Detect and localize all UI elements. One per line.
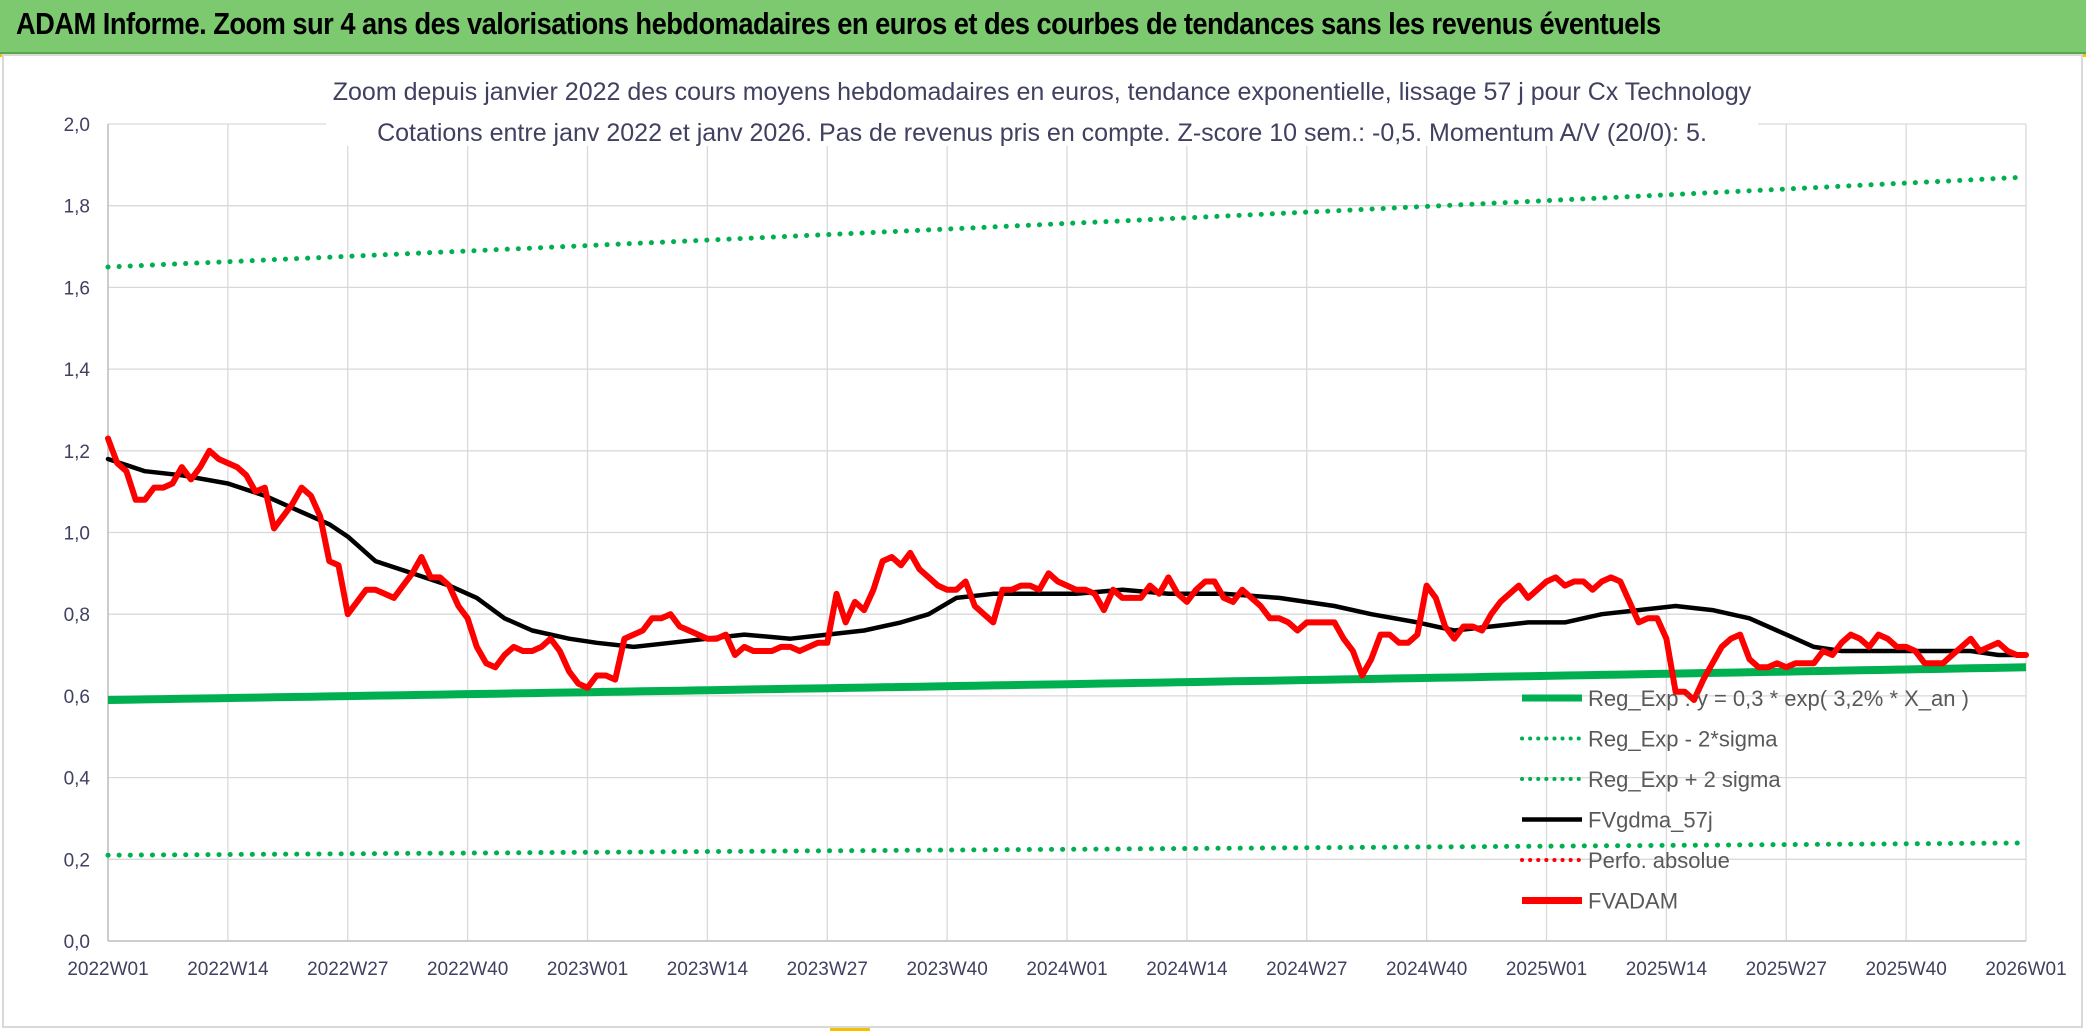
report-banner: ADAM Informe. Zoom sur 4 ans des valoris… xyxy=(0,0,2086,54)
chart-title-group: Zoom depuis janvier 2022 des cours moyen… xyxy=(326,70,1758,147)
y-tick-label: 1,6 xyxy=(64,278,90,299)
legend-label: FVgdma_57j xyxy=(1588,808,1713,833)
fvgdma-57j-line xyxy=(105,456,2029,658)
grid xyxy=(107,123,2027,942)
x-tick-label: 2025W01 xyxy=(1506,959,1587,980)
report-title: ADAM Informe. Zoom sur 4 ans des valoris… xyxy=(16,6,1661,41)
y-tick-label: 1,0 xyxy=(64,524,90,545)
x-tick-label: 2023W40 xyxy=(906,959,987,980)
legend-label: Reg_Exp + 2 sigma xyxy=(1588,767,1781,792)
reg-exp-minus-2sigma-line xyxy=(105,840,2029,858)
y-tick-label: 1,8 xyxy=(64,197,90,218)
legend-label: Reg_Exp - 2*sigma xyxy=(1588,727,1778,752)
x-tick-label: 2024W14 xyxy=(1146,959,1228,980)
chart-area: 0,0 0,2 0,4 0,6 0,8 1,0 1,2 1,4 1,6 1,8 2,0 2022W01… xyxy=(2,54,2083,1028)
legend-label: FVADAM xyxy=(1588,889,1678,914)
x-tick-label: 2024W27 xyxy=(1266,959,1347,980)
x-tick-label: 2025W40 xyxy=(1865,959,1946,980)
x-tick-label: 2024W01 xyxy=(1026,959,1107,980)
y-tick-label: 0,0 xyxy=(64,932,90,953)
x-tick-label: 2022W27 xyxy=(307,959,388,980)
axes: 0,0 0,2 0,4 0,6 0,8 1,0 1,2 1,4 1,6 1,8 2,0 2022W01… xyxy=(64,115,2067,980)
legend-label: Reg_Exp : y = 0,3 * exp( 3,2% * X_an ) xyxy=(1588,686,1969,711)
y-tick-label: 2,0 xyxy=(64,115,90,136)
legend-label: Perfo. absolue xyxy=(1588,848,1730,873)
accent-mark-bottom xyxy=(830,1028,870,1031)
chart-title-line1: Zoom depuis janvier 2022 des cours moyen… xyxy=(333,78,1752,106)
x-tick-label: 2023W14 xyxy=(667,959,749,980)
y-tick-label: 0,6 xyxy=(64,687,90,708)
line-chart: 0,0 0,2 0,4 0,6 0,8 1,0 1,2 1,4 1,6 1,8 2,0 2022W01… xyxy=(64,70,2067,980)
x-tick-label: 2024W40 xyxy=(1386,959,1467,980)
x-tick-label: 2022W01 xyxy=(67,959,148,980)
x-tick-label: 2025W27 xyxy=(1746,959,1827,980)
x-tick-label: 2023W01 xyxy=(547,959,628,980)
y-tick-label: 1,4 xyxy=(64,360,91,381)
fvadam-line xyxy=(105,435,2029,703)
y-tick-label: 0,8 xyxy=(64,605,90,626)
y-tick-label: 1,2 xyxy=(64,442,90,463)
series xyxy=(105,174,2029,858)
x-tick-label: 2026W01 xyxy=(1985,959,2066,980)
y-tick-label: 0,2 xyxy=(64,850,90,871)
x-tick-label: 2022W40 xyxy=(427,959,508,980)
title-background xyxy=(326,70,1758,146)
x-tick-label: 2022W14 xyxy=(187,959,269,980)
legend: Reg_Exp : y = 0,3 * exp( 3,2% * X_an ) Re… xyxy=(1520,686,1969,914)
chart-title-line2: Cotations entre janv 2022 et janv 2026. … xyxy=(377,119,1707,147)
x-tick-label: 2023W27 xyxy=(787,959,868,980)
x-tick-label: 2025W14 xyxy=(1626,959,1708,980)
reg-exp-plus-2sigma-line xyxy=(105,174,2029,270)
y-tick-label: 0,4 xyxy=(64,769,91,790)
